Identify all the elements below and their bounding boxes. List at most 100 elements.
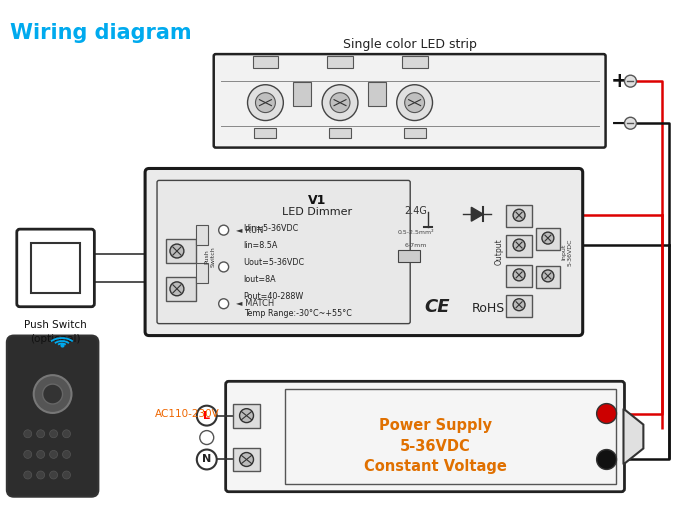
FancyBboxPatch shape — [17, 229, 95, 307]
Circle shape — [322, 84, 358, 120]
Text: Pout=40-288W: Pout=40-288W — [244, 292, 304, 301]
Circle shape — [200, 431, 214, 444]
Text: Push Switch: Push Switch — [24, 319, 87, 330]
FancyBboxPatch shape — [327, 56, 353, 68]
Text: Power Supply: Power Supply — [379, 418, 491, 433]
FancyBboxPatch shape — [166, 239, 196, 263]
Circle shape — [63, 430, 70, 438]
Circle shape — [513, 239, 525, 251]
Text: LED Dimmer: LED Dimmer — [281, 207, 352, 217]
FancyBboxPatch shape — [506, 205, 532, 227]
Circle shape — [37, 430, 45, 438]
FancyBboxPatch shape — [233, 403, 261, 428]
Polygon shape — [623, 409, 643, 464]
Text: +: + — [611, 71, 628, 91]
FancyBboxPatch shape — [536, 228, 560, 250]
FancyBboxPatch shape — [30, 243, 80, 293]
Text: Single color LED strip: Single color LED strip — [343, 38, 477, 51]
Circle shape — [34, 375, 71, 413]
FancyBboxPatch shape — [226, 381, 625, 492]
Text: Temp Range:-30°C~+55°C: Temp Range:-30°C~+55°C — [244, 309, 352, 318]
Circle shape — [240, 453, 254, 466]
Circle shape — [170, 282, 184, 296]
Polygon shape — [471, 207, 483, 221]
Circle shape — [63, 471, 70, 479]
Circle shape — [542, 270, 554, 282]
Text: Iout=8A: Iout=8A — [244, 275, 276, 284]
FancyBboxPatch shape — [506, 295, 532, 316]
Circle shape — [197, 450, 217, 470]
Text: Push
Switch: Push Switch — [205, 247, 215, 267]
FancyBboxPatch shape — [398, 250, 420, 262]
Text: Wiring diagram: Wiring diagram — [10, 23, 191, 44]
Text: 2.4G: 2.4G — [404, 206, 427, 216]
FancyBboxPatch shape — [196, 225, 208, 245]
Circle shape — [256, 93, 276, 113]
Circle shape — [50, 471, 57, 479]
Circle shape — [330, 93, 350, 113]
FancyBboxPatch shape — [506, 265, 532, 287]
FancyBboxPatch shape — [252, 56, 278, 68]
Text: (optional): (optional) — [30, 334, 81, 344]
FancyBboxPatch shape — [401, 56, 428, 68]
Circle shape — [513, 269, 525, 281]
Circle shape — [405, 93, 424, 113]
Text: ◄ MATCH: ◄ MATCH — [236, 299, 274, 308]
Text: L: L — [203, 411, 210, 421]
Text: N: N — [202, 455, 211, 464]
Circle shape — [596, 450, 616, 470]
FancyBboxPatch shape — [536, 266, 560, 288]
FancyBboxPatch shape — [254, 127, 276, 138]
Circle shape — [625, 75, 636, 87]
Text: Constant Voltage: Constant Voltage — [363, 459, 507, 475]
Circle shape — [50, 451, 57, 458]
Text: Iin=8.5A: Iin=8.5A — [244, 241, 278, 250]
Circle shape — [37, 451, 45, 458]
FancyBboxPatch shape — [7, 335, 98, 497]
Circle shape — [625, 117, 636, 129]
Text: −: − — [611, 114, 627, 133]
Text: Uout=5-36VDC: Uout=5-36VDC — [244, 258, 305, 267]
Circle shape — [247, 84, 283, 120]
Circle shape — [218, 262, 229, 272]
Circle shape — [218, 299, 229, 309]
Circle shape — [240, 409, 254, 422]
FancyBboxPatch shape — [166, 277, 196, 301]
Circle shape — [513, 299, 525, 311]
Text: ◄ RUN: ◄ RUN — [236, 226, 263, 234]
FancyBboxPatch shape — [157, 180, 410, 324]
FancyBboxPatch shape — [368, 82, 386, 106]
Text: Input
5-36VDC: Input 5-36VDC — [561, 238, 572, 266]
Circle shape — [218, 225, 229, 235]
Text: CE: CE — [424, 297, 450, 316]
FancyBboxPatch shape — [285, 389, 616, 484]
FancyBboxPatch shape — [233, 447, 261, 472]
FancyBboxPatch shape — [404, 127, 426, 138]
Circle shape — [397, 84, 433, 120]
FancyBboxPatch shape — [145, 168, 583, 335]
Circle shape — [23, 430, 32, 438]
Text: Uin=5-36VDC: Uin=5-36VDC — [244, 224, 299, 233]
Text: 5-36VDC: 5-36VDC — [399, 439, 471, 454]
Circle shape — [37, 471, 45, 479]
Circle shape — [63, 451, 70, 458]
FancyBboxPatch shape — [293, 82, 311, 106]
FancyBboxPatch shape — [506, 235, 532, 257]
Text: Output: Output — [495, 239, 504, 265]
Circle shape — [542, 232, 554, 244]
Circle shape — [596, 403, 616, 423]
FancyBboxPatch shape — [196, 263, 208, 283]
Circle shape — [50, 430, 57, 438]
Circle shape — [43, 384, 63, 404]
FancyBboxPatch shape — [214, 54, 605, 147]
Text: 6-7mm: 6-7mm — [404, 243, 426, 248]
Text: 0.5-2.5mm²: 0.5-2.5mm² — [397, 230, 434, 235]
Text: RoHS: RoHS — [472, 302, 505, 315]
Circle shape — [170, 244, 184, 258]
FancyBboxPatch shape — [329, 127, 351, 138]
Circle shape — [23, 471, 32, 479]
Text: AC110-230V: AC110-230V — [155, 409, 219, 418]
Text: V1: V1 — [307, 195, 326, 207]
Circle shape — [513, 209, 525, 221]
Circle shape — [197, 406, 217, 425]
